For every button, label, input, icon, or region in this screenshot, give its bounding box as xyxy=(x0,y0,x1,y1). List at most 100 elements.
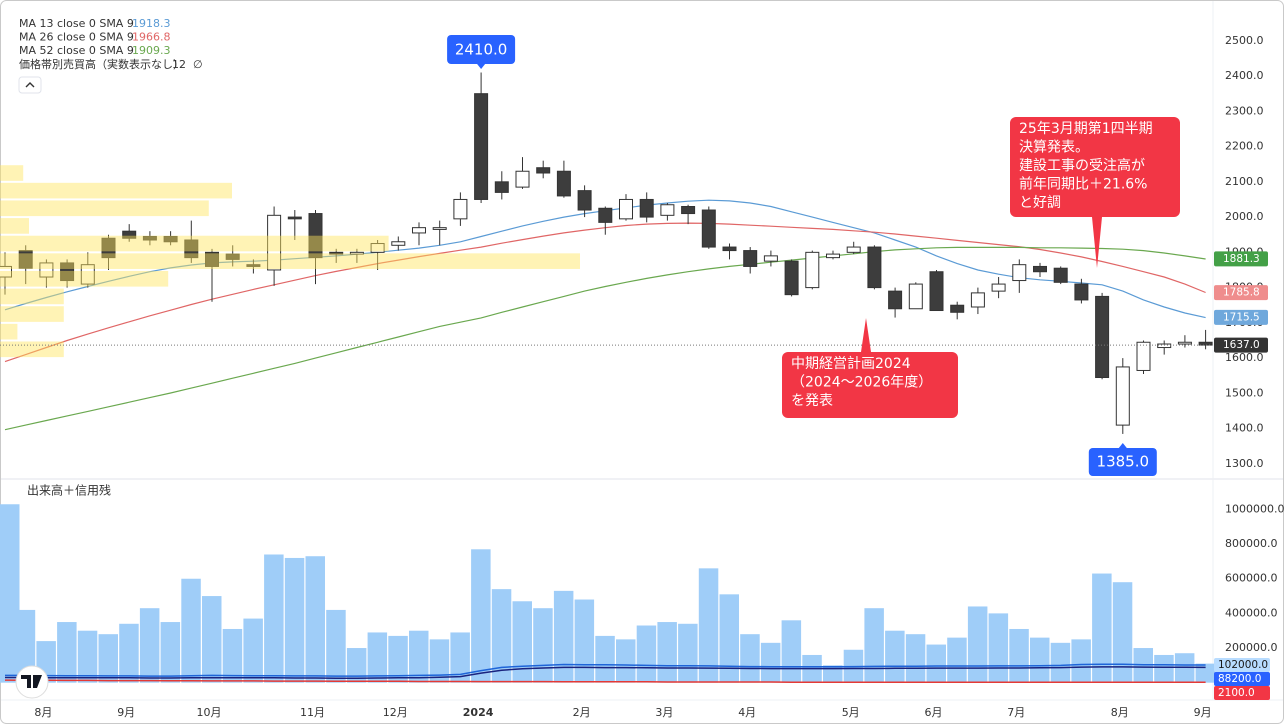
candle-body xyxy=(515,170,530,188)
candle-body xyxy=(391,241,406,246)
volume-line xyxy=(5,666,1206,679)
logo-circle xyxy=(15,665,49,699)
x-tick-label: 3月 xyxy=(655,706,673,719)
volume-bar xyxy=(429,639,450,683)
y-tick-label: 2100.0 xyxy=(1225,175,1264,188)
volume-bar xyxy=(409,630,429,683)
profile-symbol: ∅ xyxy=(193,58,203,71)
candle-body xyxy=(39,262,54,278)
volume-bar xyxy=(657,622,677,683)
x-tick-label: 2024 xyxy=(463,706,494,719)
candle-body xyxy=(639,198,654,218)
volume-bar xyxy=(636,625,657,683)
candle-body xyxy=(846,246,861,253)
profile-bar xyxy=(0,200,209,217)
volume-bar xyxy=(1050,642,1071,683)
volume-bar xyxy=(1112,582,1133,683)
candle-body xyxy=(1198,341,1213,346)
candle-body xyxy=(246,264,261,267)
callout-pointer xyxy=(861,318,871,352)
callout-pointer xyxy=(1092,217,1102,268)
low-badge xyxy=(1088,448,1157,476)
x-tick-label: 9月 xyxy=(117,706,135,719)
volume-bar xyxy=(346,648,367,683)
y-tick-label: 2400.0 xyxy=(1225,69,1264,82)
low-badge-label: 1385.0 xyxy=(1097,453,1150,471)
volume-bar xyxy=(823,665,843,683)
callout-box xyxy=(782,352,958,418)
low-pointer xyxy=(1118,443,1127,448)
volume-bar xyxy=(719,594,739,683)
candle-body xyxy=(908,283,923,310)
volume-bar xyxy=(1071,639,1091,683)
callout-text: と好調 xyxy=(1019,195,1061,211)
candle-body xyxy=(205,251,219,267)
y-tick-label: 1300.0 xyxy=(1225,457,1264,470)
volume-bar xyxy=(616,639,636,683)
profile-bar xyxy=(0,253,580,269)
high-badge-label: 2410.0 xyxy=(455,41,508,59)
volume-bar xyxy=(781,620,802,683)
volume-bar xyxy=(139,608,160,683)
volume-bar xyxy=(450,632,470,683)
volume-bar xyxy=(533,608,553,683)
candle-body xyxy=(370,243,385,253)
y-tick-label: 1600.0 xyxy=(1225,351,1264,364)
candle-body xyxy=(0,265,12,278)
legend-value: 1966.8 xyxy=(132,31,171,44)
callout-text: 25年3月期第1四半期 xyxy=(1019,120,1153,137)
legend-name: MA 13 close 0 SMA 9 xyxy=(19,17,134,30)
x-tick-label: 12月 xyxy=(383,706,408,719)
callout-text: 決算発表。 xyxy=(1019,140,1089,156)
volume-bar xyxy=(678,623,698,683)
candle-body xyxy=(1136,341,1151,371)
volume-bar xyxy=(243,618,263,683)
callout-box xyxy=(1010,117,1180,217)
candle-body xyxy=(701,209,716,248)
x-tick-label: 7月 xyxy=(1007,706,1025,719)
y-tick-label: 2300.0 xyxy=(1225,104,1264,117)
volume-bar xyxy=(98,634,118,683)
candle-body xyxy=(991,283,1006,292)
y-tick-label: 2000.0 xyxy=(1225,210,1264,223)
price-badge xyxy=(1214,309,1268,325)
volume-bar xyxy=(15,609,36,683)
candle-body xyxy=(329,251,344,255)
profile-bar xyxy=(0,235,389,252)
candle-body xyxy=(619,198,633,220)
price-badge-label: 1715.5 xyxy=(1223,311,1260,323)
collapse-icon xyxy=(25,82,35,88)
collapse-button[interactable] xyxy=(18,76,42,94)
legend-value: 1909.3 xyxy=(132,44,171,57)
y-tick-label: 2200.0 xyxy=(1225,140,1264,153)
profile-rows: 12 xyxy=(172,58,186,71)
candle-body xyxy=(743,250,758,267)
candle-body xyxy=(184,239,199,259)
callout-text: 中期経営計画2024 xyxy=(791,356,911,372)
legend-name: MA 52 close 0 SMA 9 xyxy=(19,44,134,57)
candle-body xyxy=(163,235,178,243)
candle-body xyxy=(122,230,137,239)
logo xyxy=(15,665,49,699)
x-tick-label: 10月 xyxy=(197,706,222,719)
volume-bar xyxy=(905,634,926,683)
candle-body xyxy=(1033,265,1047,273)
x-tick-label: 11月 xyxy=(300,706,325,719)
price-badge xyxy=(1214,251,1268,267)
volume-bar xyxy=(181,578,201,683)
volume-tick-label: 400000.0 xyxy=(1225,606,1278,619)
candle-body xyxy=(1095,295,1110,379)
candle-body xyxy=(826,253,840,259)
candle-body xyxy=(1074,283,1089,301)
candle-body xyxy=(867,246,882,289)
volume-bar xyxy=(864,608,884,683)
volume-bar xyxy=(160,622,181,683)
volume-badge xyxy=(1214,686,1270,701)
volume-bar xyxy=(202,596,222,683)
volume-bar xyxy=(967,606,988,683)
callout-text: 前年同期比＋21.6% xyxy=(1019,176,1147,193)
volume-line xyxy=(5,663,1206,677)
volume-badge-label: 88200.0 xyxy=(1218,673,1261,685)
candle-body xyxy=(970,292,985,308)
x-tick-label: 6月 xyxy=(925,706,943,719)
